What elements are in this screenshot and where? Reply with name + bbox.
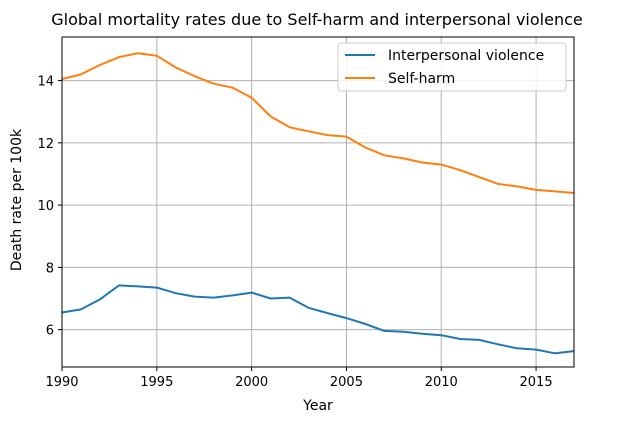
legend-label: Self-harm (388, 71, 455, 87)
y-tick-label: 8 (46, 261, 54, 276)
legend-box (337, 42, 567, 92)
y-axis-label: Death rate per 100k (9, 128, 25, 271)
series-lines (61, 52, 575, 355)
chart-title: Global mortality rates due to Self-harm … (51, 10, 582, 29)
x-tick-label: 2010 (425, 375, 458, 390)
plot-area (61, 36, 575, 368)
x-tick-label: 2000 (235, 375, 268, 390)
x-axis-label: Year (302, 398, 333, 414)
x-tick-label: 1995 (140, 375, 173, 390)
y-tick-label: 14 (37, 75, 54, 90)
y-tick-label: 10 (37, 199, 54, 214)
axis-ticks: 1990 1995 2000 2005 2010 2015 6 8 10 12 14 (37, 75, 552, 390)
y-tick-label: 12 (37, 137, 54, 152)
series-line-interpersonal-violence (61, 284, 575, 355)
x-tick-label: 2005 (330, 375, 363, 390)
x-tick-label: 2015 (520, 375, 553, 390)
legend-label: Interpersonal violence (388, 48, 544, 64)
y-tick-label: 6 (46, 324, 54, 339)
x-tick-label: 1990 (45, 375, 78, 390)
series-line-self-harm (61, 52, 575, 194)
legend: Interpersonal violence Self-harm (337, 42, 567, 92)
